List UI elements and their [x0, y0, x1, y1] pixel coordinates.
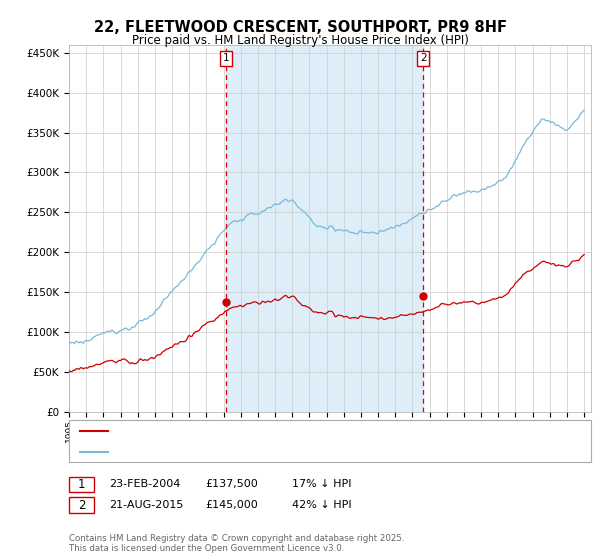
Text: 17% ↓ HPI: 17% ↓ HPI	[292, 479, 352, 489]
Text: 21-AUG-2015: 21-AUG-2015	[109, 500, 184, 510]
Text: 42% ↓ HPI: 42% ↓ HPI	[292, 500, 352, 510]
Text: 2: 2	[420, 53, 427, 63]
Bar	[226, 45, 424, 412]
Text: 1: 1	[78, 478, 85, 491]
Text: 23-FEB-2004: 23-FEB-2004	[109, 479, 181, 489]
Text: Price paid vs. HM Land Registry's House Price Index (HPI): Price paid vs. HM Land Registry's House …	[131, 34, 469, 46]
Text: HPI: Average price, detached house, West Lancashire: HPI: Average price, detached house, West…	[112, 447, 373, 457]
Text: £137,500: £137,500	[205, 479, 258, 489]
Text: Contains HM Land Registry data © Crown copyright and database right 2025.
This d: Contains HM Land Registry data © Crown c…	[69, 534, 404, 553]
Text: 22, FLEETWOOD CRESCENT, SOUTHPORT, PR9 8HF (detached house): 22, FLEETWOOD CRESCENT, SOUTHPORT, PR9 8…	[112, 426, 451, 436]
Text: 2: 2	[78, 498, 85, 512]
Text: £145,000: £145,000	[205, 500, 258, 510]
Text: 22, FLEETWOOD CRESCENT, SOUTHPORT, PR9 8HF: 22, FLEETWOOD CRESCENT, SOUTHPORT, PR9 8…	[94, 20, 506, 35]
Text: 1: 1	[223, 53, 229, 63]
